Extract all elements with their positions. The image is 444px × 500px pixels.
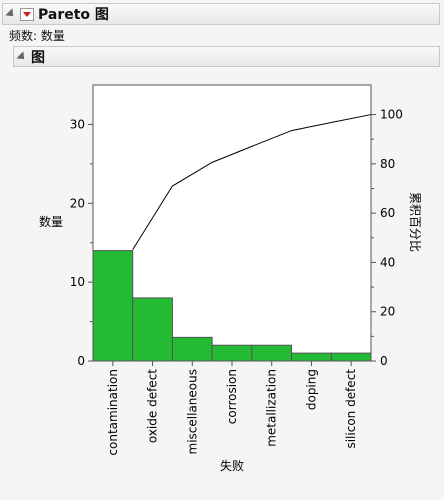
frequency-label: 频数: 数量 <box>9 29 65 43</box>
red-triangle-menu-icon[interactable] <box>20 7 34 21</box>
x-axis-title: 失败 <box>220 458 244 473</box>
y-axis-title: 数量 <box>39 214 63 229</box>
x-tick-label: corrosion <box>225 369 239 424</box>
x-tick-label: silicon defect <box>344 369 358 449</box>
report-title: Pareto 图 <box>38 7 109 23</box>
y-tick-label: 30 <box>70 117 85 131</box>
y-tick-label: 0 <box>77 354 85 368</box>
bar-miscellaneous[interactable] <box>171 336 213 362</box>
section-title: 图 <box>31 49 45 66</box>
y2-tick-label: 60 <box>380 206 395 220</box>
chart-outline-header[interactable]: 图 <box>13 46 440 67</box>
x-tick-label: contamination <box>106 369 120 456</box>
pareto-outline-header[interactable]: Pareto 图 <box>2 3 440 25</box>
bar-metallization[interactable] <box>251 344 293 362</box>
bar-silicon-defect[interactable] <box>330 352 372 362</box>
y2-tick-label: 40 <box>380 255 395 269</box>
bar-oxide-defect[interactable] <box>132 297 173 362</box>
y2-tick-label: 100 <box>380 108 403 122</box>
x-tick-label: metallization <box>265 369 279 447</box>
y2-tick-label: 20 <box>380 305 395 319</box>
bar-doping[interactable] <box>291 352 332 362</box>
y-tick-label: 20 <box>70 196 85 210</box>
cumulative-percent-line <box>132 114 372 250</box>
y2-tick-label: 80 <box>380 157 395 171</box>
bar-contamination[interactable] <box>92 250 134 362</box>
y2-axis-title: 累积百分比 <box>408 192 422 252</box>
bar-corrosion[interactable] <box>211 344 253 362</box>
x-tick-label: doping <box>304 369 318 410</box>
x-tick-label: oxide defect <box>146 369 160 443</box>
y-tick-label: 10 <box>70 275 85 289</box>
x-tick-label: miscellaneous <box>185 369 199 454</box>
y2-tick-label: 0 <box>380 354 388 368</box>
